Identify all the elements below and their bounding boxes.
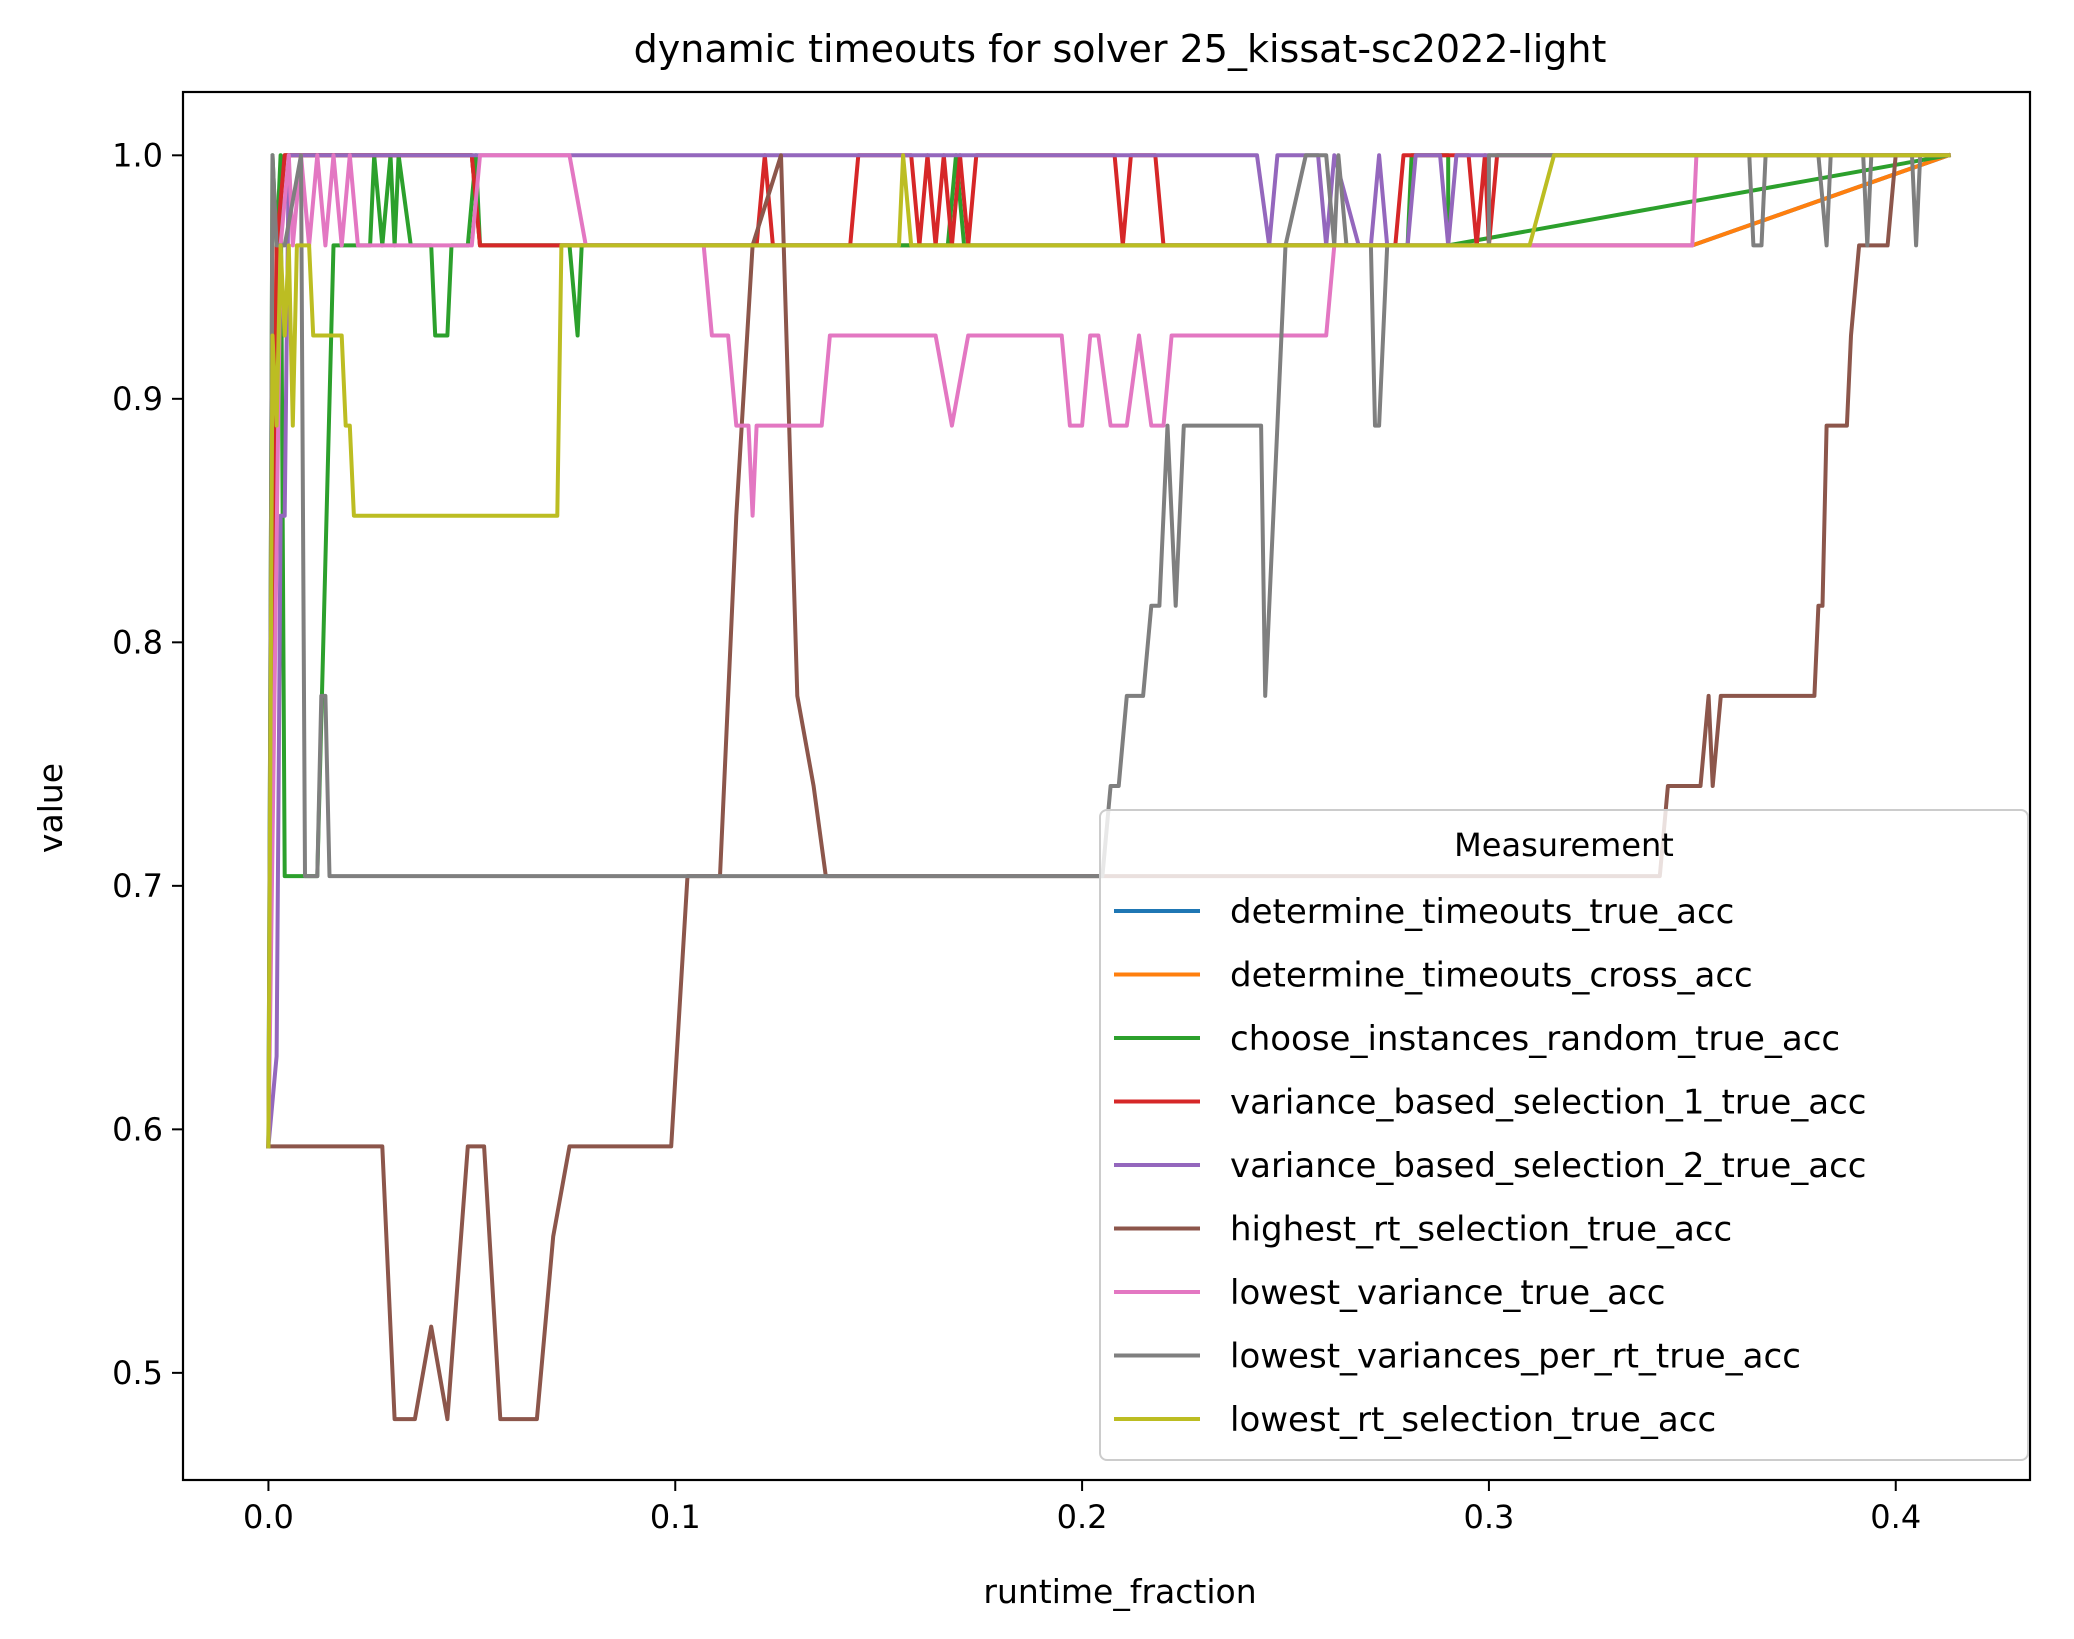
- x-tick-label: 0.1: [650, 1498, 701, 1536]
- series-line-7: [266, 153, 1951, 1149]
- legend-label: lowest_variance_true_acc: [1230, 1273, 1665, 1313]
- legend-label: determine_timeouts_true_acc: [1230, 892, 1734, 932]
- axes: 0.0 0.1 0.2 0.3 0.4 0.5 0.6 0.7 0.8 0.9 1.0: [112, 90, 2032, 1536]
- series-line-2: [266, 152, 1951, 1149]
- y-tick-label: 0.6: [112, 1110, 163, 1148]
- x-tick-label: 0.3: [1463, 1498, 1514, 1536]
- x-tick-label: 0.4: [1870, 1498, 1921, 1536]
- axes-frame: [181, 90, 2032, 1482]
- x-tick-label: 0.0: [243, 1498, 294, 1536]
- legend: Measurement determine_timeouts_true_accde…: [1099, 809, 2029, 1461]
- plot-area: [266, 152, 1952, 1422]
- chart-title: dynamic timeouts for solver 25_kissat-sc…: [634, 27, 1607, 71]
- legend-label: determine_timeouts_cross_acc: [1230, 956, 1753, 996]
- series-line-6: [266, 153, 1951, 1149]
- x-axis-label: runtime_fraction: [983, 1572, 1256, 1611]
- legend-label: variance_based_selection_2_true_acc: [1230, 1146, 1866, 1186]
- legend-label: highest_rt_selection_true_acc: [1230, 1210, 1732, 1250]
- legend-label: choose_instances_random_true_acc: [1230, 1019, 1840, 1059]
- legend-title: Measurement: [1454, 826, 1674, 864]
- legend-label: variance_based_selection_1_true_acc: [1230, 1083, 1866, 1123]
- series-line-8: [266, 153, 1951, 1149]
- legend-box: [1099, 809, 2029, 1461]
- y-axis-label: value: [31, 763, 70, 853]
- y-tick-label: 1.0: [112, 136, 163, 174]
- x-tick-label: 0.2: [1057, 1498, 1108, 1536]
- y-tick-label: 0.7: [112, 867, 163, 905]
- y-tick-label: 0.8: [112, 623, 163, 661]
- y-tick-label: 0.9: [112, 380, 163, 418]
- legend-label: lowest_variances_per_rt_true_acc: [1230, 1337, 1801, 1377]
- y-tick-label: 0.5: [112, 1354, 163, 1392]
- series-line-5: [266, 153, 1951, 1422]
- legend-label: lowest_rt_selection_true_acc: [1230, 1400, 1716, 1440]
